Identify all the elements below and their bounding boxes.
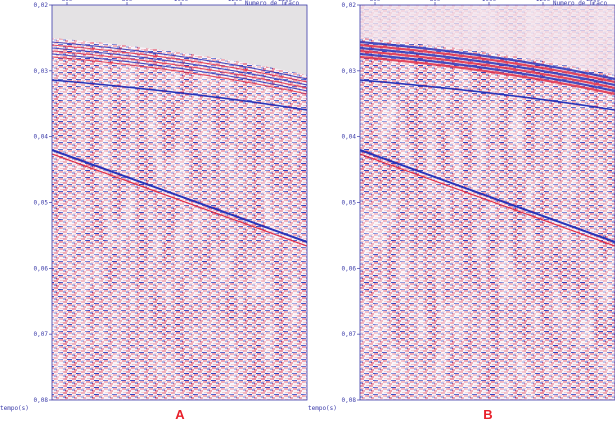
y-tick-label: 0,02	[342, 2, 357, 9]
x-tick-label: 600	[370, 0, 381, 3]
figure: 600800100012001400Numero de Traco0,020,0…	[0, 0, 615, 421]
y-tick-label: 0,04	[342, 134, 357, 141]
x-tick-label: 800	[122, 0, 133, 3]
panel: 600800100012001400Numero de Traco0,020,0…	[0, 0, 307, 421]
y-tick-label: 0,05	[34, 200, 49, 207]
x-tick-label: 1200	[228, 0, 243, 3]
x-tick-label: 1000	[174, 0, 189, 3]
y-tick-label: 0,05	[342, 200, 357, 207]
y-tick-label: 0,06	[34, 265, 49, 272]
x-axis-title: Numero de Traco	[245, 0, 300, 7]
seismic-section	[360, 5, 615, 400]
x-tick-label: 1000	[482, 0, 497, 3]
seismic-section	[52, 5, 307, 400]
y-tick-label: 0,02	[34, 2, 49, 9]
y-axis-title: tempo(s)	[308, 405, 337, 412]
y-tick-label: 0,03	[342, 68, 357, 75]
x-tick-label: 600	[62, 0, 73, 3]
panel-label: A	[175, 407, 185, 421]
y-tick-label: 0,08	[342, 397, 357, 404]
y-axis-title: tempo(s)	[0, 405, 29, 412]
y-tick-label: 0,08	[34, 397, 49, 404]
panel-label: B	[483, 407, 492, 421]
y-tick-label: 0,04	[34, 134, 49, 141]
x-axis-title: Numero de Traco	[553, 0, 608, 7]
y-tick-label: 0,07	[342, 331, 357, 338]
y-tick-label: 0,07	[34, 331, 49, 338]
panel: 600800100012001400Numero de Traco0,020,0…	[308, 0, 615, 421]
x-tick-label: 1200	[536, 0, 551, 3]
y-tick-label: 0,06	[342, 265, 357, 272]
y-tick-label: 0,03	[34, 68, 49, 75]
x-tick-label: 800	[430, 0, 441, 3]
